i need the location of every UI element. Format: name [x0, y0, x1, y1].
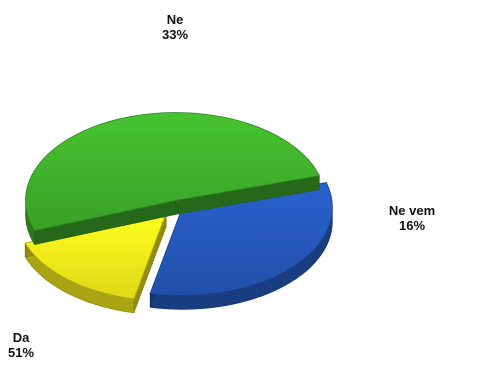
slice-label-da-value: 51% — [7, 345, 35, 360]
slice-label-da: Da 51% — [0, 330, 42, 360]
pie-slice-top-ne-vem — [24, 212, 167, 300]
slice-label-ne: Ne 33% — [140, 12, 210, 42]
slice-label-ne-value: 33% — [161, 27, 189, 42]
slice-label-ne-vem: Ne vem 16% — [372, 203, 452, 233]
slice-label-ne-vem-name: Ne vem — [388, 203, 436, 218]
slice-label-da-name: Da — [12, 330, 30, 345]
slice-label-ne-vem-value: 16% — [398, 218, 426, 233]
pie-slice-da — [25, 112, 320, 245]
slice-label-ne-name: Ne — [166, 12, 184, 27]
pie-slice-top-da — [25, 112, 320, 232]
